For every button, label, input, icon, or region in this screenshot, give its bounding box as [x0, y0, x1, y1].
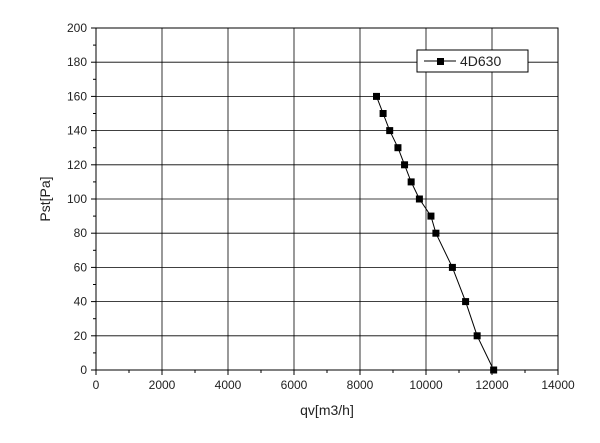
data-point	[415, 195, 423, 203]
legend: 4D630	[416, 49, 529, 73]
y-tick-label: 0	[80, 363, 87, 377]
legend-label: 4D630	[460, 53, 501, 69]
y-tick-label: 120	[67, 158, 87, 172]
y-tick-label: 180	[67, 55, 87, 69]
x-axis-title: qv[m3/h]	[300, 402, 354, 418]
x-tick-label: 10000	[409, 378, 443, 392]
legend-box	[416, 49, 529, 73]
data-point	[407, 178, 415, 186]
x-tick-label: 0	[93, 378, 100, 392]
x-tick-label: 8000	[347, 378, 374, 392]
y-tick-label: 40	[74, 295, 88, 309]
y-tick-label: 140	[67, 124, 87, 138]
data-point	[379, 110, 387, 117]
data-point	[373, 92, 380, 100]
axis-ticks	[91, 27, 559, 375]
data-point	[386, 127, 394, 135]
x-tick-label: 12000	[475, 378, 509, 392]
x-tick-label: 2000	[149, 378, 176, 392]
data-point	[448, 263, 456, 271]
legend-marker	[437, 58, 444, 65]
y-tick-label: 200	[67, 21, 87, 35]
data-point	[462, 298, 470, 306]
y-tick-label: 80	[74, 226, 88, 240]
data-point	[427, 212, 435, 220]
data-point	[401, 161, 409, 169]
y-tick-label: 60	[74, 260, 88, 274]
x-tick-label: 14000	[541, 378, 575, 392]
grid-lines	[96, 28, 558, 370]
y-tick-label: 20	[74, 329, 88, 343]
data-point	[473, 332, 481, 340]
data-point	[432, 229, 440, 237]
x-tick-label: 4000	[215, 378, 242, 392]
y-tick-label: 100	[67, 192, 87, 206]
data-point	[394, 144, 402, 152]
x-tick-label: 6000	[281, 378, 308, 392]
y-tick-label: 160	[67, 89, 87, 103]
tick-labels: 0 2000 4000 6000 8000 10000 12000 14000 0 20 40 60 8…	[67, 21, 575, 392]
y-axis-title: Pst[Pa]	[37, 176, 53, 221]
